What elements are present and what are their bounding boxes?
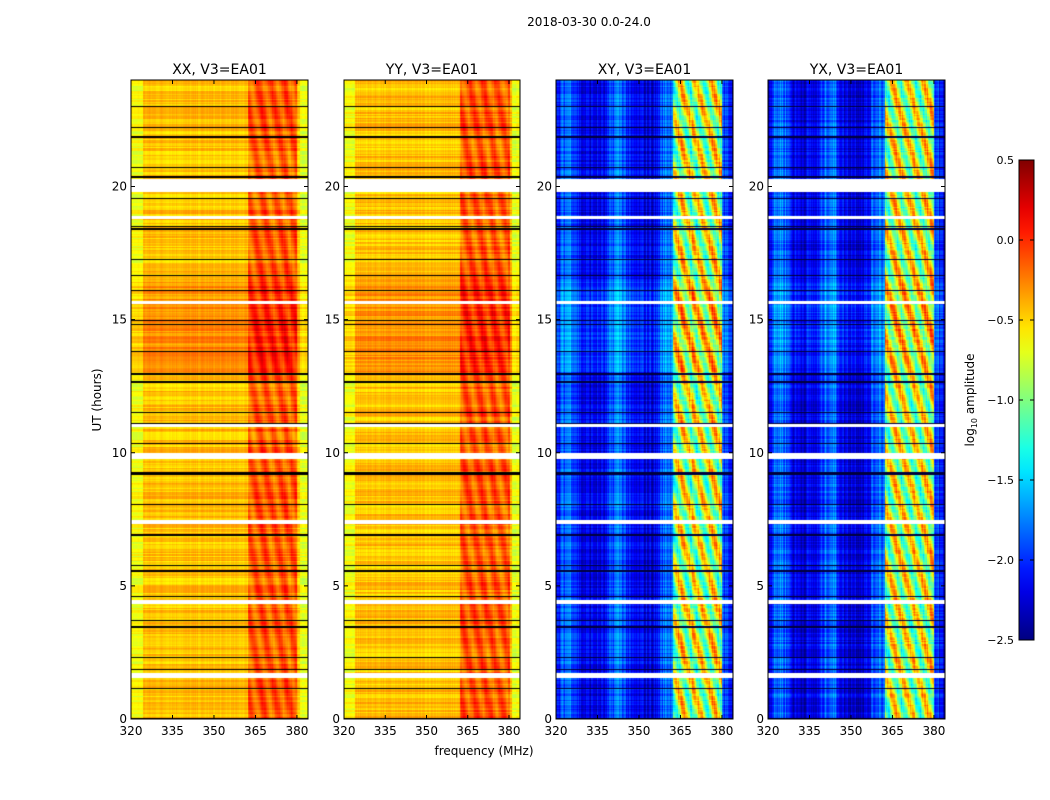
axes-frame [130,79,309,720]
y-tick-label: 10 [325,446,340,460]
x-tick-label: 350 [840,724,863,738]
y-tick-label: 10 [112,446,127,460]
x-tick-label: 335 [586,724,609,738]
y-tick-label: 20 [325,180,340,194]
axes-frame [343,79,521,720]
y-tick-label: 5 [544,579,552,593]
y-tick-label: 20 [537,180,552,194]
x-tick-label: 335 [161,724,184,738]
panel-title: XX, V3=EA01 [172,62,267,78]
x-tick-label: 365 [669,724,692,738]
colorbar-tick-label: 0.5 [997,154,1015,167]
y-tick-label: 0 [544,712,552,726]
colorbar-label-part: amplitude [963,354,977,418]
colorbar-tick-label: −1.0 [987,394,1014,407]
x-tick-label: 320 [757,724,780,738]
colorbar-tick-label: −0.5 [987,314,1014,327]
x-tick-label: 350 [628,724,651,738]
colorbar-tick-label: −2.5 [987,634,1014,647]
y-tick-label: 0 [756,712,764,726]
x-axis-label: frequency (MHz) [434,744,533,758]
x-tick-label: 320 [120,724,143,738]
x-tick-label: 365 [881,724,904,738]
heatmap-xx [131,80,308,719]
x-tick-label: 380 [710,724,733,738]
x-tick-label: 350 [203,724,226,738]
colorbar-label-part: 10 [970,418,979,428]
y-axis-label: UT (hours) [90,368,104,431]
x-tick-label: 380 [922,724,945,738]
colorbar-tick-label: 0.0 [997,234,1015,247]
colorbar-tick-label: −1.5 [987,474,1014,487]
panel-title: YX, V3=EA01 [809,62,904,78]
y-tick-label: 15 [749,313,764,327]
x-tick-label: 335 [798,724,821,738]
panel-title: YY, V3=EA01 [385,62,478,78]
y-tick-label: 20 [749,180,764,194]
y-tick-label: 15 [112,313,127,327]
y-tick-label: 5 [332,579,340,593]
y-tick-label: 5 [119,579,127,593]
heatmap-yx [768,80,945,719]
colorbar-tick-label: −2.0 [987,554,1014,567]
heatmap-yy [344,80,520,719]
y-tick-label: 15 [537,313,552,327]
y-tick-label: 15 [325,313,340,327]
axes-frame [767,79,946,720]
colorbar-label-part: log [963,428,977,446]
y-tick-label: 10 [537,446,552,460]
x-tick-label: 365 [244,724,267,738]
x-tick-label: 365 [456,724,479,738]
figure-title: 2018-03-30 0.0-24.0 [527,15,651,29]
panel-title: XY, V3=EA01 [598,62,692,78]
x-tick-label: 350 [415,724,438,738]
x-tick-label: 320 [545,724,568,738]
x-tick-label: 380 [498,724,521,738]
y-tick-label: 20 [112,180,127,194]
colorbar-label: log10 amplitude [963,354,979,447]
x-tick-label: 380 [285,724,308,738]
heatmap-xy [556,80,733,719]
y-tick-label: 5 [756,579,764,593]
axes-frame [555,79,734,720]
y-tick-label: 0 [119,712,127,726]
x-tick-label: 320 [333,724,356,738]
y-tick-label: 0 [332,712,340,726]
y-tick-label: 10 [749,446,764,460]
x-tick-label: 335 [374,724,397,738]
